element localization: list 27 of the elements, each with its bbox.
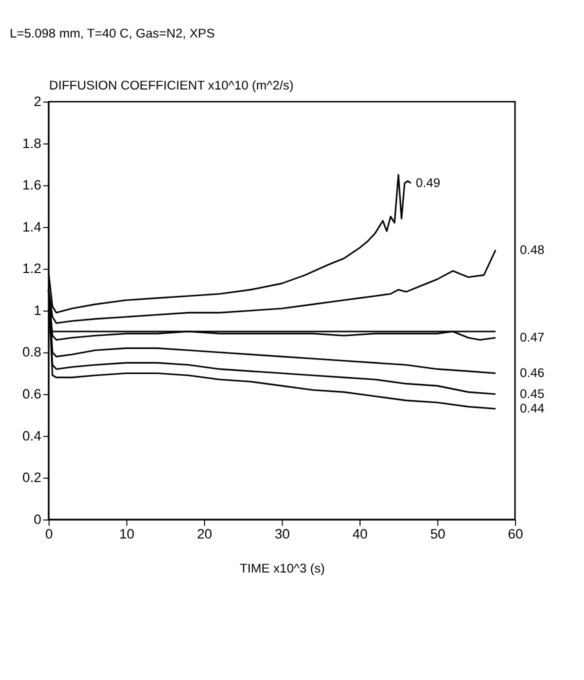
y-tick-label: 1.6 [22,178,42,193]
y-tick-label: 1.8 [22,136,42,151]
text: 0.48 [520,242,544,257]
y-tick-label: 0.6 [22,386,42,402]
y-axis-title: DIFFUSION COEFFICIENT x10^10 (m^2/s) [49,78,294,93]
text: 0.45 [520,387,544,402]
x-tick-label: 10 [119,526,135,542]
y-tick-label: 0.4 [22,428,42,444]
x-axis-title: TIME x10^3 (s) [240,561,325,576]
chart-title: L=5.098 mm, T=40 C, Gas=N2, XPS [10,26,215,41]
x-tick-label: 20 [196,526,213,542]
text: 0.44 [520,402,544,416]
series-label: 0.49 [416,176,440,190]
x-tick-label: 30 [274,526,290,542]
y-tick-label: 0.2 [22,470,42,486]
y-tick-label: 1.2 [22,261,42,276]
y-tick-label: 0.8 [22,344,42,360]
x-tick-label: 50 [430,526,446,542]
y-tick-label: 1.4 [22,219,42,234]
text: 0.47 [520,330,544,345]
y-tick-label: 2 [34,94,42,110]
y-tick-label: 1 [34,302,42,318]
x-tick-label: 40 [352,526,368,542]
x-tick-label: 60 [508,526,524,542]
x-tick-label: 0 [45,526,54,542]
y-tick-label: 0 [34,512,42,527]
text: 0.46 [520,366,544,380]
